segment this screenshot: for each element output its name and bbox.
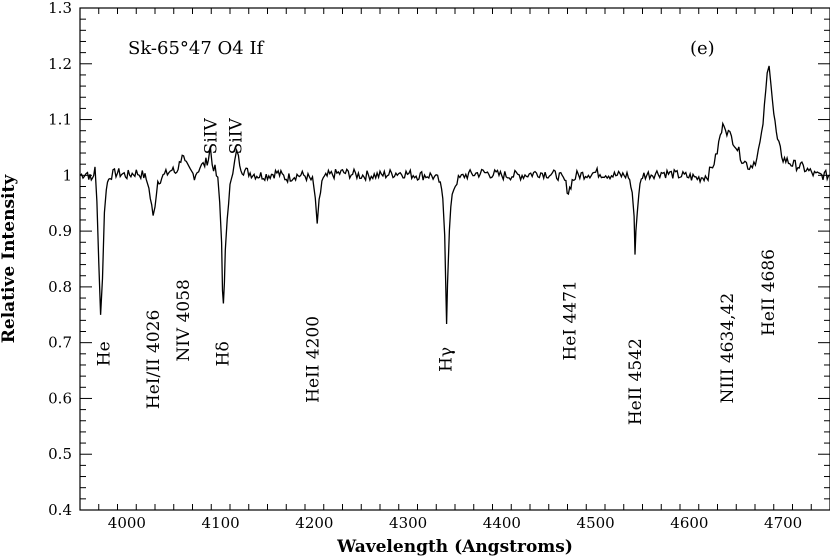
line-label: SiIV <box>227 118 247 155</box>
y-tick-label: 1 <box>62 166 72 184</box>
plot-frame <box>79 7 830 511</box>
x-tick-label: 4300 <box>389 514 427 532</box>
y-tick-label: 0.4 <box>48 501 72 519</box>
x-tick-label: 4500 <box>577 514 615 532</box>
line-label: HeII 4542 <box>626 338 646 425</box>
y-tick-label: 1.3 <box>48 0 72 17</box>
y-tick-label: 0.6 <box>48 389 72 407</box>
panel-label: (e) <box>690 38 715 59</box>
x-tick-label: 4400 <box>483 514 521 532</box>
x-axis-title: Wavelength (Angstroms) <box>336 537 573 557</box>
y-tick-label: 1.2 <box>48 55 72 73</box>
line-label: HeI 4471 <box>560 280 580 360</box>
x-tick-label: 4600 <box>670 514 708 532</box>
y-tick-labels: 0.4 0.5 0.6 0.7 0.8 0.9 1 1.1 1.2 1.3 <box>48 0 72 519</box>
line-label: Hγ <box>437 347 457 372</box>
y-tick-label: 0.8 <box>48 278 72 296</box>
chart-title: Sk-65°47 O4 If <box>128 38 265 59</box>
line-label: HeII 4686 <box>759 249 779 336</box>
x-tick-label: 4700 <box>764 514 802 532</box>
line-label: HeII 4200 <box>304 316 324 403</box>
y-tick-label: 0.7 <box>48 334 72 352</box>
y-axis-title: Relative Intensity <box>0 174 19 344</box>
spectrum-line <box>79 65 830 325</box>
line-annotations: He HeI/II 4026 NIV 4058 SiIV SiIV Hδ HeII 4200… <box>94 118 779 426</box>
x-tick-label: 4000 <box>108 514 146 532</box>
line-label: SiIV <box>201 118 221 155</box>
x-tick-label: 4100 <box>202 514 240 532</box>
x-tick-label: 4200 <box>295 514 333 532</box>
y-tick-label: 0.9 <box>48 222 72 240</box>
line-label: He <box>94 341 114 366</box>
axis-ticks <box>79 7 830 511</box>
y-tick-label: 0.5 <box>48 445 72 463</box>
x-tick-labels: 4000 4100 4200 4300 4400 4500 4600 4700 <box>108 514 802 532</box>
line-label: NIV 4058 <box>174 279 194 362</box>
line-label: NIII 4634,42 <box>718 293 738 404</box>
line-label: HeI/II 4026 <box>144 310 164 409</box>
y-tick-label: 1.1 <box>48 111 72 129</box>
line-label: Hδ <box>214 341 234 366</box>
